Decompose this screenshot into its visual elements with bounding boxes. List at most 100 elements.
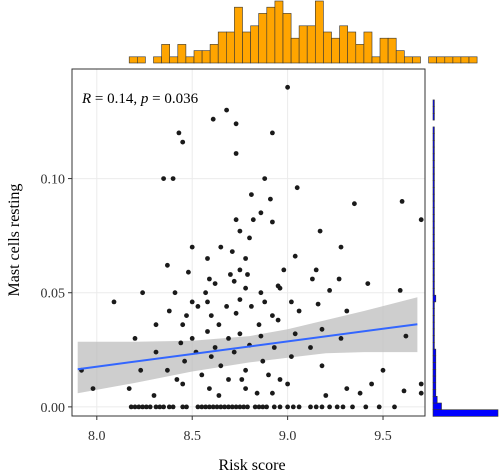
data-point	[199, 372, 205, 378]
right-histogram-bar	[432, 220, 435, 229]
data-point	[277, 377, 283, 382]
data-point	[403, 333, 409, 339]
right-histogram-bar	[432, 315, 435, 323]
data-point	[207, 404, 212, 410]
data-point	[281, 267, 287, 273]
data-point	[270, 219, 275, 225]
top-histogram-bar	[266, 6, 276, 64]
data-point	[207, 386, 212, 391]
data-point	[128, 404, 134, 410]
data-point	[365, 281, 371, 286]
right-histogram-bar	[432, 193, 435, 202]
data-point	[262, 299, 268, 305]
data-point	[363, 404, 369, 410]
right-histogram-bar	[432, 348, 437, 357]
x-axis-title: Risk score	[218, 457, 285, 474]
top-histogram-bar	[347, 31, 357, 64]
right-histogram-bar	[432, 227, 435, 235]
x-tick-label: 9.0	[279, 429, 297, 444]
data-point	[205, 299, 210, 305]
data-point	[216, 322, 222, 328]
data-point	[241, 404, 247, 410]
data-point	[226, 404, 231, 410]
p-value: = 0.036	[148, 91, 198, 107]
right-histogram-bar	[432, 113, 435, 121]
data-point	[256, 404, 262, 410]
data-point	[226, 336, 231, 341]
data-point	[258, 333, 264, 339]
data-point	[136, 404, 142, 410]
top-histogram-bar	[185, 56, 195, 64]
x-tick-label: 9.5	[374, 429, 392, 444]
top-histogram-bar	[468, 56, 478, 64]
data-point	[208, 313, 214, 318]
data-point	[418, 217, 424, 223]
data-point	[319, 363, 325, 369]
data-point	[250, 217, 256, 223]
data-point	[340, 404, 346, 410]
right-histogram-bar	[432, 173, 435, 181]
data-point	[338, 336, 344, 341]
y-tick-label: 0.10	[41, 173, 66, 188]
data-point	[376, 404, 382, 410]
data-point	[218, 363, 224, 369]
data-point	[203, 290, 209, 296]
right-histogram-bar	[432, 389, 437, 397]
data-point	[178, 340, 184, 346]
data-point	[126, 386, 132, 391]
top-histogram-bar	[355, 44, 365, 64]
top-histogram-bar	[323, 31, 332, 64]
y-axis-title: Mast cells resting	[6, 184, 23, 297]
right-histogram-bar	[432, 274, 435, 282]
right-histogram-bar	[432, 321, 435, 330]
data-point	[344, 308, 350, 314]
data-point	[147, 404, 153, 410]
data-point	[256, 322, 262, 328]
top-histogram-bar	[282, 13, 292, 64]
data-point	[289, 299, 294, 305]
data-point	[212, 281, 218, 286]
data-point	[243, 386, 249, 391]
top-histogram-bar	[209, 44, 219, 64]
data-point	[289, 354, 294, 359]
data-point	[266, 372, 271, 378]
top-histogram-bar	[161, 44, 171, 64]
right-histogram-bar	[432, 200, 435, 208]
top-histogram-bar	[153, 56, 162, 64]
right-histogram-bar	[432, 382, 437, 390]
right-histogram-bar	[432, 335, 435, 343]
data-point	[218, 404, 224, 410]
data-point	[174, 377, 180, 382]
data-point	[195, 404, 201, 410]
data-point	[296, 404, 302, 410]
data-point	[222, 404, 228, 410]
data-point	[151, 393, 157, 398]
right-histogram-bar	[432, 328, 435, 336]
top-histogram-bar	[428, 56, 438, 64]
p-symbol: p	[140, 91, 149, 107]
data-point	[245, 272, 250, 277]
data-point	[205, 329, 210, 334]
right-histogram-bar	[432, 247, 435, 256]
right-histogram-bar	[432, 288, 435, 296]
data-point	[203, 404, 209, 410]
top-histogram-bar	[306, 25, 316, 64]
data-point	[216, 393, 222, 398]
right-histogram-bar	[432, 301, 435, 309]
data-point	[132, 336, 138, 341]
data-point	[157, 404, 163, 410]
data-point	[336, 276, 342, 282]
right-histogram-bar	[432, 261, 435, 269]
y-tick-label: 0.05	[41, 287, 66, 302]
top-histogram-bar	[128, 56, 138, 64]
data-point	[233, 121, 239, 127]
data-point	[243, 367, 249, 373]
right-histogram-bar	[432, 368, 437, 377]
data-point	[153, 349, 159, 355]
top-histogram-bar	[444, 56, 454, 64]
data-point	[228, 272, 233, 277]
data-point	[161, 176, 167, 182]
data-point	[285, 84, 290, 90]
top-histogram-bar	[314, 0, 324, 64]
right-histogram-bar	[432, 308, 435, 316]
